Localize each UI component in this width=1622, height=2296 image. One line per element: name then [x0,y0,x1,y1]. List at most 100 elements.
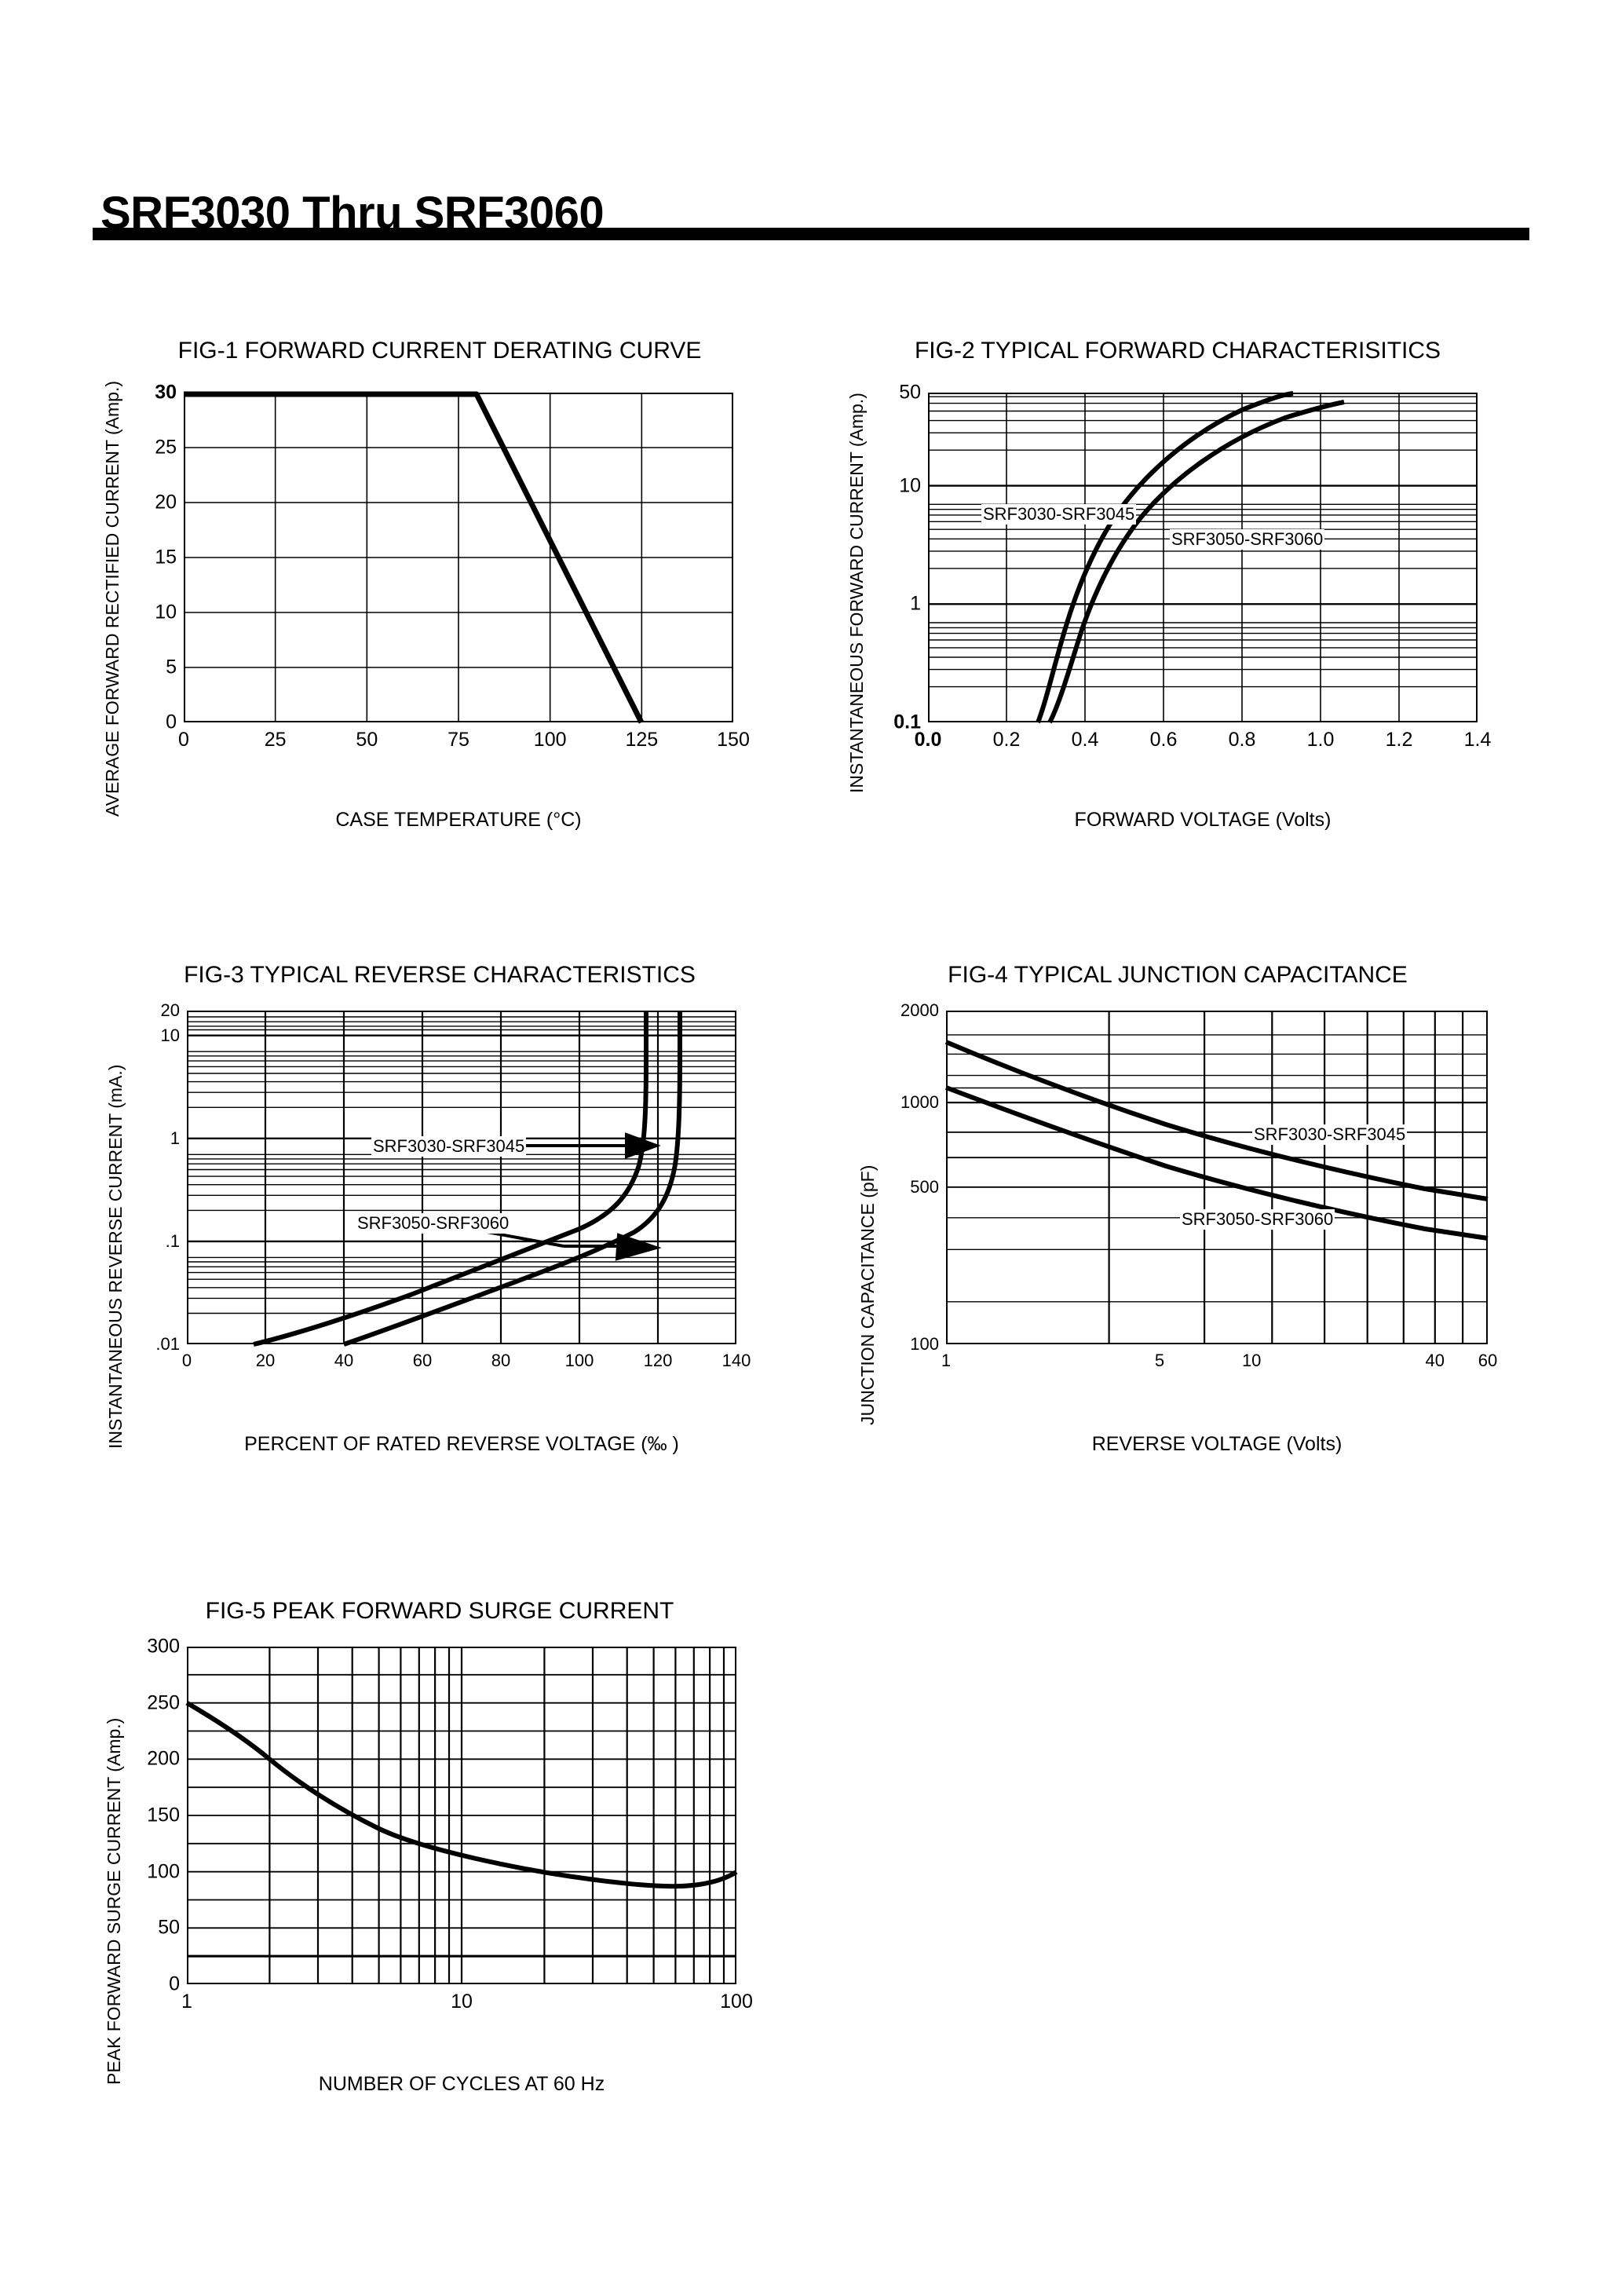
fig-4-ytick-500: 500 [910,1176,939,1197]
fig-1-curve-derating [184,391,645,724]
figure-fig-1: FIG-1 FORWARD CURRENT DERATING CURVE AVE… [86,338,793,872]
fig-4-curve-srf3030-srf3045 [944,1040,1489,1201]
fig-1-xtick-125: 125 [625,729,659,751]
fig-3-label-srf3050-srf3060: SRF3050-SRF3060 [356,1213,511,1234]
fig-2-curve-srf3050-srf3060 [1047,400,1345,724]
fig-3-y-axis-label: INSTANTANEOUS REVERSE CURRENT (mA.) [105,1064,126,1449]
fig-3-curve-srf3050-srf3060 [343,1011,682,1347]
figure-fig-5: FIG-5 PEAK FORWARD SURGE CURRENT PEAK FO… [86,1598,793,2179]
fig-4-y-axis-label: JUNCTION CAPACITANCE (рF) [857,1164,878,1425]
fig-3-curve-srf3030-srf3045 [253,1011,648,1347]
fig-4-title: FIG-4 TYPICAL JUNCTION CAPACITANCE [948,962,1408,988]
fig-1-gridlines [184,393,733,722]
fig-5-ytick-200: 200 [147,1747,180,1770]
fig-5-xtick-1: 1 [181,1991,192,2013]
fig-1-x-axis-label: CASE TEMPERATURE (°C) [335,809,582,831]
fig-5-xtick-100: 100 [720,1991,753,2013]
fig-1-xtick-50: 50 [356,729,378,751]
fig-2-xtick-0p8: 0.8 [1228,729,1256,751]
fig-3-x-axis-label: PERCENT OF RATED REVERSE VOLTAGE (‰ ) [244,1433,679,1455]
fig-4-label-srf3050-srf3060: SRF3050-SRF3060 [1180,1209,1335,1230]
figure-fig-2: FIG-2 TYPICAL FORWARD CHARACTERISITICS I… [824,338,1531,872]
fig-2-title: FIG-2 TYPICAL FORWARD CHARACTERISITICS [914,338,1441,364]
fig-5-ytick-150: 150 [147,1804,180,1826]
fig-1-xtick-150: 150 [717,729,750,751]
fig-5-y-axis-label: PEAK FORWARD SURGE CURRENT (Amp.) [104,1717,124,2085]
fig-4-curves [944,1040,1489,1241]
fig-2-xtick-1p4: 1.4 [1463,729,1492,751]
fig-5-ytick-300: 300 [147,1635,180,1658]
fig-4-xtick-1: 1 [941,1351,952,1370]
fig-5-title: FIG-5 PEAK FORWARD SURGE CURRENT [205,1598,674,1624]
fig-4-x-axis-label: REVERSE VOLTAGE (Volts) [1091,1433,1343,1455]
title-divider [93,228,1529,240]
fig-2-xtick-1p2: 1.2 [1385,729,1413,751]
figure-fig-4: FIG-4 TYPICAL JUNCTION CAPACITANCE JUNCT… [824,962,1531,1543]
fig-5-x-axis-label: NUMBER OF CYCLES AT 60 Hz [318,2073,605,2095]
fig-3-ytick-0p1: .1 [165,1230,180,1251]
fig-2-xtick-0p6: 0.6 [1149,729,1178,751]
fig-5-ytick-50: 50 [158,1916,180,1939]
fig-3-xtick-60: 60 [412,1351,433,1370]
fig-3-xtick-0: 0 [181,1351,192,1370]
fig-3-xtick-80: 80 [491,1351,511,1370]
fig-3-ytick-1: 1 [170,1128,180,1148]
fig-1-y-axis-label: AVERAGE FORWARD RECTIFIED CURRENT (Amp.) [102,380,122,817]
fig-2-xtick-0p2: 0.2 [992,729,1021,751]
fig-3-plot-area: SRF3030-SRF3045 SRF3050-SRF3060 .01 .1 1… [155,1002,751,1369]
fig-1-ytick-20: 20 [155,491,177,514]
fig-2-curve-srf3030-srf3045 [1036,391,1294,724]
fig-3-xtick-20: 20 [255,1351,276,1370]
fig-1-ytick-30: 30 [155,381,177,404]
fig-2-label-srf3050-srf3060: SRF3050-SRF3060 [1170,529,1325,550]
fig-4-xtick-40: 40 [1425,1351,1445,1370]
fig-2-ytick-50: 50 [899,381,921,404]
fig-1-ytick-25: 25 [155,436,177,459]
fig-2-plot-area: SRF3030-SRF3045 SRF3050-SRF3060 0.1 1 10… [893,382,1491,750]
fig-5-curve-surge [185,1701,738,1889]
fig-3-xtick-100: 100 [564,1351,594,1370]
fig-3-xtick-140: 140 [721,1351,751,1370]
fig-1-xtick-100: 100 [533,729,567,751]
fig-3-xtick-40: 40 [334,1351,354,1370]
fig-5-ytick-0: 0 [169,1972,180,1995]
fig-5-ytick-250: 250 [147,1691,180,1714]
figure-fig-3: FIG-3 TYPICAL REVERSE CHARACTERISTICS IN… [86,962,793,1543]
fig-3-title: FIG-3 TYPICAL REVERSE CHARACTERISTICS [184,962,696,988]
fig-4-curve-srf3050-srf3060 [944,1085,1489,1241]
fig-2-curves [1036,391,1345,724]
fig-2-ytick-1: 1 [910,592,921,615]
fig-2-label-srf3030-srf3045: SRF3030-SRF3045 [981,504,1137,525]
fig-3-curves [253,1011,682,1347]
fig-2-x-axis-label: FORWARD VOLTAGE (Volts) [1074,809,1332,831]
fig-4-xtick-10: 10 [1241,1351,1262,1370]
fig-3-label-srf3030-srf3045: SRF3030-SRF3045 [371,1136,527,1157]
fig-4-ytick-100: 100 [910,1334,939,1354]
fig-1-ytick-15: 15 [155,546,177,569]
fig-3-ytick-0p01: .01 [155,1334,180,1354]
fig-4-ytick-1000: 1000 [901,1092,939,1113]
fig-5-gridlines [187,1647,736,1984]
fig-5-ytick-100: 100 [147,1860,180,1883]
fig-2-xtick-0p4: 0.4 [1071,729,1099,751]
fig-1-xtick-25: 25 [264,729,287,751]
fig-1-plot-area: 0 5 10 15 20 25 30 0 25 50 75 100 125 15… [155,382,750,750]
fig-3-ytick-20: 20 [160,1000,180,1020]
fig-2-ytick-10: 10 [899,474,921,497]
fig-4-xtick-60: 60 [1478,1351,1498,1370]
fig-4-label-srf3030-srf3045: SRF3030-SRF3045 [1252,1124,1408,1145]
fig-1-title: FIG-1 FORWARD CURRENT DERATING CURVE [177,338,702,364]
fig-5-plot-area: 0 50 100 150 200 250 300 1 10 100 [147,1636,753,2012]
fig-2-xtick-0p0: 0.0 [914,729,942,751]
fig-4-plot-frame [946,1011,1488,1344]
fig-2-y-axis-label: INSTANTANEOUS FORWARD CURRENT (Amp.) [846,393,867,793]
fig-5-xtick-10: 10 [451,1991,473,2013]
fig-4-plot-area: SRF3030-SRF3045 SRF3050-SRF3060 100 500 … [901,1002,1497,1369]
fig-3-xtick-120: 120 [643,1351,673,1370]
fig-2-xtick-1p0: 1.0 [1306,729,1335,751]
fig-1-ytick-0: 0 [166,711,177,733]
fig-1-ytick-10: 10 [155,601,177,623]
fig-1-ytick-5: 5 [166,656,177,678]
fig-1-xtick-75: 75 [448,729,469,751]
